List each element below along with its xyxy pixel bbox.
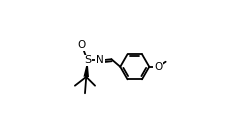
- Text: S: S: [84, 55, 91, 66]
- Text: N: N: [96, 55, 104, 66]
- Text: O: O: [154, 62, 162, 72]
- Polygon shape: [84, 60, 89, 77]
- Text: O: O: [78, 40, 86, 50]
